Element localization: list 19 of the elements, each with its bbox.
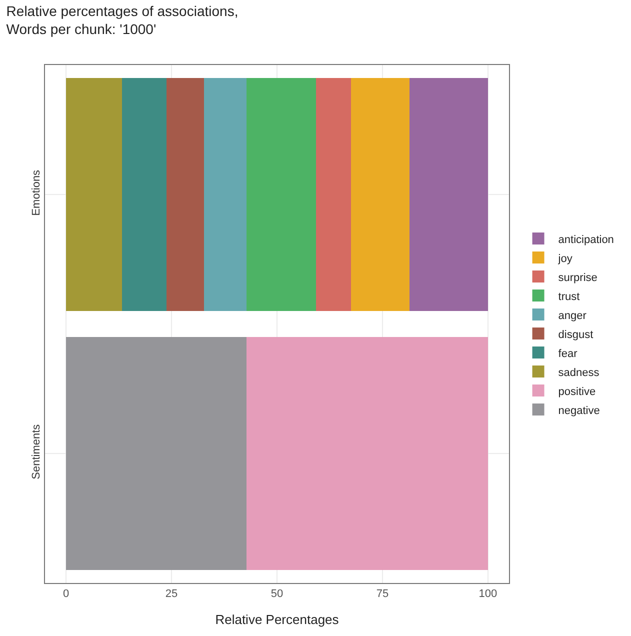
x-tick-label: 100	[478, 588, 498, 600]
legend-label: positive	[558, 386, 596, 398]
x-tick-label: 25	[165, 588, 178, 600]
legend-label: anger	[558, 310, 587, 322]
legend-label: trust	[558, 290, 580, 303]
x-tick-label: 75	[376, 588, 389, 600]
x-tick-label: 0	[63, 588, 70, 600]
legend-label: fear	[558, 348, 578, 360]
legend-label: negative	[558, 404, 600, 417]
legend-label: anticipation	[558, 234, 614, 246]
x-tick-label: 50	[270, 588, 284, 600]
y-tick-label: Sentiments	[30, 424, 43, 480]
y-tick-label: Emotions	[30, 169, 43, 216]
legend-label: joy	[557, 252, 573, 265]
legend-label: disgust	[558, 328, 594, 341]
legend-label: sadness	[558, 366, 600, 379]
chart-title: Relative percentages of associations, Words per chunk: '1000'	[6, 2, 238, 38]
legend-label: surprise	[558, 272, 598, 284]
x-axis-title: Relative Percentages	[215, 612, 340, 627]
